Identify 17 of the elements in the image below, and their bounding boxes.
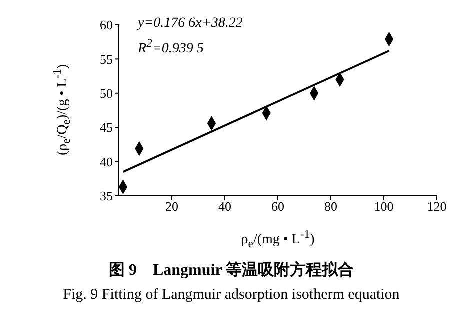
text: Fig. 9 Fitting of Langmuir adsorption isotherm equation [62, 287, 401, 304]
y-tick-label: 45 [100, 120, 113, 136]
text: 图 9 Langmuir 等温吸附方程拟合 [108, 260, 356, 281]
x-tick-label: 80 [324, 199, 338, 214]
x-tick-label: 40 [218, 199, 232, 214]
x-tick-label: 20 [166, 199, 178, 214]
y-tick-label: 60 [100, 18, 113, 33]
y-tick-label: 40 [100, 154, 113, 170]
annotation: R$^{2}$=0.939 5 [138, 37, 204, 58]
x-tick-label: 100 [374, 199, 394, 214]
y-tick-label: 50 [100, 86, 113, 102]
annotation: y=0.176 6x+38.22 [138, 16, 243, 32]
x-axis-title: ρ$_{e}$/(mg • L$^{-1}$) [241, 228, 315, 250]
x-tick-label: 60 [272, 199, 284, 214]
y-tick-label: 55 [100, 52, 113, 67]
y-tick-label: 35 [100, 188, 113, 204]
x-tick-label: 120 [427, 199, 447, 214]
